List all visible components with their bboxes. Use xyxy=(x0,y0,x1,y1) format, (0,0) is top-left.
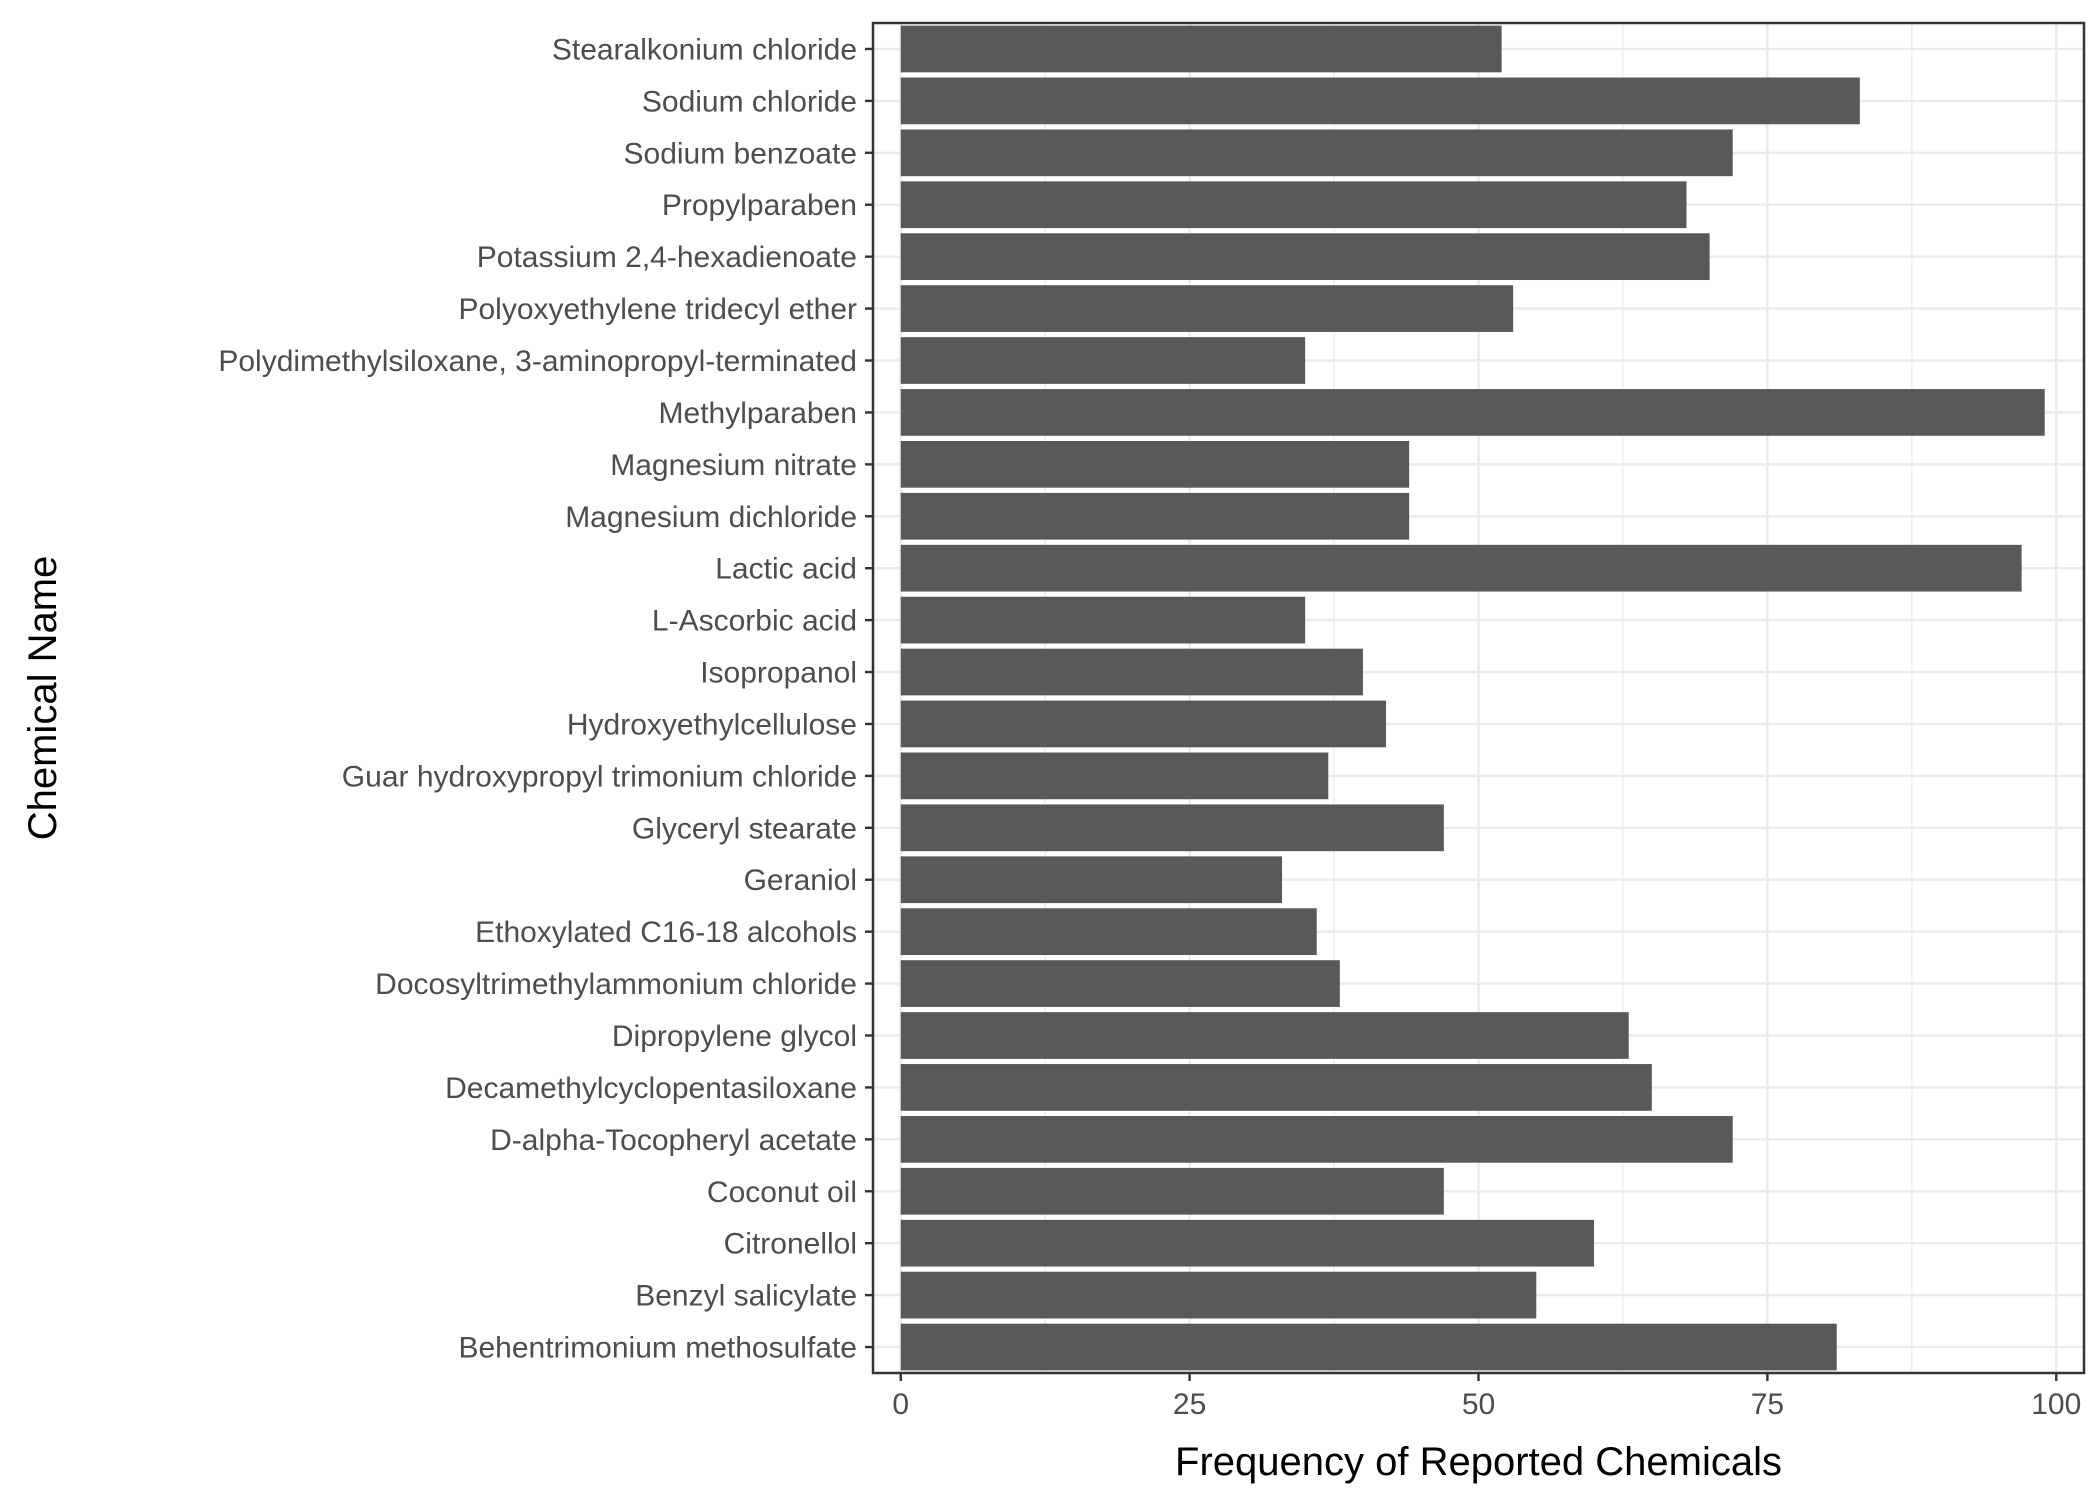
y-tick-label: Sodium chloride xyxy=(642,85,857,118)
bar xyxy=(900,544,2022,592)
bar xyxy=(900,492,1410,540)
bar xyxy=(900,1271,1537,1319)
y-tick-label: Polyoxyethylene tridecyl ether xyxy=(458,293,857,326)
bar xyxy=(900,752,1329,800)
y-tick-label: Citronellol xyxy=(724,1228,857,1261)
bar xyxy=(900,233,1710,281)
y-tick-label: L-Ascorbic acid xyxy=(652,605,857,638)
y-tick-label: Potassium 2,4-hexadienoate xyxy=(477,241,857,274)
bar xyxy=(900,181,1687,229)
bar xyxy=(900,1219,1595,1267)
bars xyxy=(900,25,2045,1371)
y-tick-label: Geraniol xyxy=(744,864,857,897)
x-axis-title: Frequency of Reported Chemicals xyxy=(1175,1440,1782,1484)
bar xyxy=(900,960,1340,1007)
x-tick-label: 75 xyxy=(1751,1388,1784,1421)
y-tick-label: Coconut oil xyxy=(707,1176,857,1209)
bar xyxy=(900,1323,1837,1371)
y-tick-label: Propylparaben xyxy=(662,189,857,222)
bar xyxy=(900,25,1502,73)
bar xyxy=(900,129,1733,177)
bar xyxy=(900,440,1410,488)
y-tick-label: Benzyl salicylate xyxy=(635,1280,857,1313)
y-tick-label: Lactic acid xyxy=(715,553,857,586)
y-tick-label: Glyceryl stearate xyxy=(632,812,857,845)
bar xyxy=(900,908,1317,956)
bar xyxy=(900,337,1306,384)
y-tick-label: Decamethylcyclopentasiloxane xyxy=(445,1072,857,1105)
bar xyxy=(900,1167,1444,1215)
bar xyxy=(900,285,1514,332)
bar xyxy=(900,1064,1652,1111)
y-tick-label: Sodium benzoate xyxy=(624,137,858,170)
x-tick-label: 50 xyxy=(1462,1388,1495,1421)
bar xyxy=(900,648,1363,696)
y-axis: Stearalkonium chloride Sodium chloride Sod… xyxy=(218,33,873,1365)
y-tick-label: Stearalkonium chloride xyxy=(552,33,857,66)
x-axis: 0 25 50 75 100 xyxy=(892,1373,2081,1421)
bar xyxy=(900,596,1306,644)
bar xyxy=(900,856,1283,904)
y-tick-label: Magnesium dichloride xyxy=(565,501,857,534)
bar xyxy=(900,1115,1733,1163)
bar xyxy=(900,804,1444,852)
bar xyxy=(900,1012,1629,1059)
bar xyxy=(900,389,2045,436)
bar xyxy=(900,700,1387,748)
y-tick-label: Behentrimonium methosulfate xyxy=(458,1332,857,1365)
y-tick-label: Ethoxylated C16-18 alcohols xyxy=(475,916,857,949)
y-tick-label: Polydimethylsiloxane, 3-aminopropyl-term… xyxy=(218,345,857,378)
y-tick-label: Docosyltrimethylammonium chloride xyxy=(375,968,857,1001)
y-tick-label: Guar hydroxypropyl trimonium chloride xyxy=(342,760,857,793)
x-tick-label: 100 xyxy=(2031,1388,2081,1421)
y-tick-label: Isopropanol xyxy=(700,657,857,690)
y-axis-title: Chemical Name xyxy=(21,556,65,841)
x-tick-label: 25 xyxy=(1173,1388,1206,1421)
y-tick-label: D-alpha-Tocopheryl acetate xyxy=(490,1124,857,1157)
bar xyxy=(900,77,1860,125)
y-tick-label: Methylparaben xyxy=(659,397,857,430)
x-tick-label: 0 xyxy=(892,1388,909,1421)
y-tick-label: Magnesium nitrate xyxy=(610,449,857,482)
y-tick-label: Hydroxyethylcellulose xyxy=(567,708,857,741)
y-tick-label: Dipropylene glycol xyxy=(612,1020,857,1053)
